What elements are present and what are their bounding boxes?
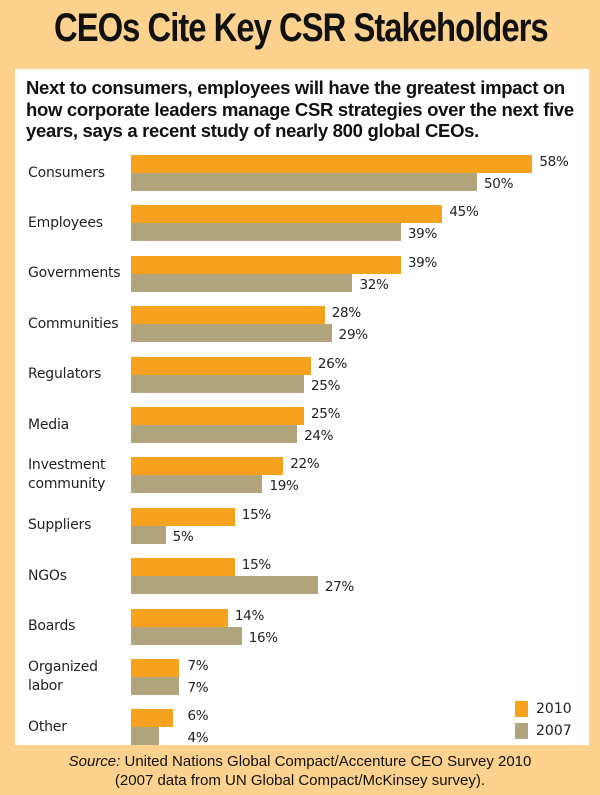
category-label-line: Governments: [28, 265, 121, 282]
category-label-line: Regulators: [28, 366, 102, 383]
value-label-2010: 39%: [407, 254, 437, 271]
value-label-2007: 4%: [187, 730, 209, 747]
category-label-line: Suppliers: [28, 517, 92, 534]
category-label: Regulators: [28, 365, 128, 384]
bar-2007: [131, 626, 242, 645]
value-label-2007: 32%: [359, 276, 389, 293]
bar-chart: Consumers 58% 50% Employees 45% 39% Government…: [15, 69, 589, 747]
value-label-2010: 45%: [449, 204, 479, 221]
bar-2007: [131, 425, 298, 443]
bar-2007: [131, 525, 166, 544]
bar-2010: [131, 558, 235, 577]
category-label-line: community: [28, 476, 106, 493]
value-label-2010: 14%: [234, 607, 264, 624]
source-line-1: Source: United Nations Global Compact/Ac…: [0, 752, 600, 771]
chart-subtitle: Next to consumers, employees will have t…: [26, 77, 574, 141]
bar-2010: [131, 507, 235, 526]
bar-2007: [131, 677, 180, 695]
category-label: Suppliers: [28, 516, 128, 535]
source-prefix: Source:: [68, 753, 121, 770]
bar-2010: [131, 608, 228, 627]
bar-2007: [131, 374, 304, 393]
category-label-line: Boards: [28, 618, 76, 635]
value-label-2010: 26%: [317, 355, 348, 372]
category-label: Consumers: [28, 164, 128, 183]
category-label: Media: [28, 416, 128, 435]
bar-2010: [131, 306, 325, 325]
legend-label-2007: 2007: [536, 723, 572, 739]
category-label-line: Organized: [28, 659, 98, 675]
legend-swatch-2010: [515, 701, 528, 717]
value-label-2007: 27%: [324, 579, 354, 596]
value-label-2007: 25%: [311, 377, 341, 394]
bar-2010: [131, 255, 401, 274]
bar-2007: [131, 273, 353, 292]
bar-2010: [131, 709, 173, 728]
legend-label-2010: 2010: [536, 701, 572, 717]
bar-2010: [131, 356, 311, 375]
source-line-2: (2007 data from UN Global Compact/McKins…: [114, 772, 486, 789]
category-label: Organized labor: [28, 658, 128, 696]
value-label-2007: 16%: [248, 629, 278, 646]
category-label-line: labor: [28, 678, 63, 694]
category-label: Communities: [28, 315, 128, 334]
bar-2007: [131, 727, 159, 746]
category-label-line: NGOs: [28, 567, 67, 584]
value-label-2007: 5%: [172, 528, 194, 545]
category-label: Employees: [28, 214, 128, 233]
value-label-2010: 22%: [290, 456, 320, 473]
value-label-2007: 29%: [338, 327, 368, 344]
bar-2010: [131, 457, 284, 476]
value-label-2010: 15%: [241, 506, 271, 523]
value-label-2007: 19%: [269, 478, 299, 495]
bar-2010: [131, 659, 180, 677]
category-label: Boards: [28, 617, 128, 636]
category-label: Other: [28, 718, 128, 737]
category-label-line: Media: [28, 416, 70, 433]
bar-2007: [131, 576, 318, 595]
bar-2007: [131, 324, 332, 343]
category-label: Governments: [28, 264, 128, 283]
value-label-2007: 7%: [187, 680, 209, 696]
value-label-2007: 39%: [407, 226, 437, 243]
value-label-2010: 7%: [187, 658, 209, 674]
category-label: NGOs: [28, 567, 128, 586]
source-note: Source: United Nations Global Compact/Ac…: [0, 752, 600, 790]
chart-title: CEOs Cite Key CSR Stakeholders: [54, 6, 549, 50]
value-label-2007: 24%: [304, 428, 334, 444]
value-label-2010: 58%: [539, 154, 569, 170]
category-label-line: Communities: [28, 315, 119, 332]
source-text: United Nations Global Compact/Accenture …: [120, 753, 532, 770]
legend-swatch-2007: [515, 723, 528, 739]
bar-2010: [131, 155, 533, 173]
category-label-line: Other: [28, 718, 67, 735]
category-label: Investment community: [28, 456, 128, 494]
category-label-line: Consumers: [28, 164, 105, 181]
bar-2007: [131, 173, 477, 191]
bar-2010: [131, 407, 304, 425]
category-label-line: Employees: [28, 214, 103, 231]
value-label-2010: 15%: [241, 557, 271, 574]
value-label-2010: 25%: [311, 406, 341, 422]
value-label-2007: 50%: [484, 176, 514, 192]
bar-2007: [131, 475, 263, 494]
category-label-line: Investment: [28, 457, 106, 474]
bar-2010: [131, 205, 443, 224]
chart-panel: Next to consumers, employees will have t…: [15, 69, 589, 747]
value-label-2010: 6%: [187, 708, 209, 725]
bar-2007: [131, 223, 401, 242]
value-label-2010: 28%: [331, 305, 361, 322]
